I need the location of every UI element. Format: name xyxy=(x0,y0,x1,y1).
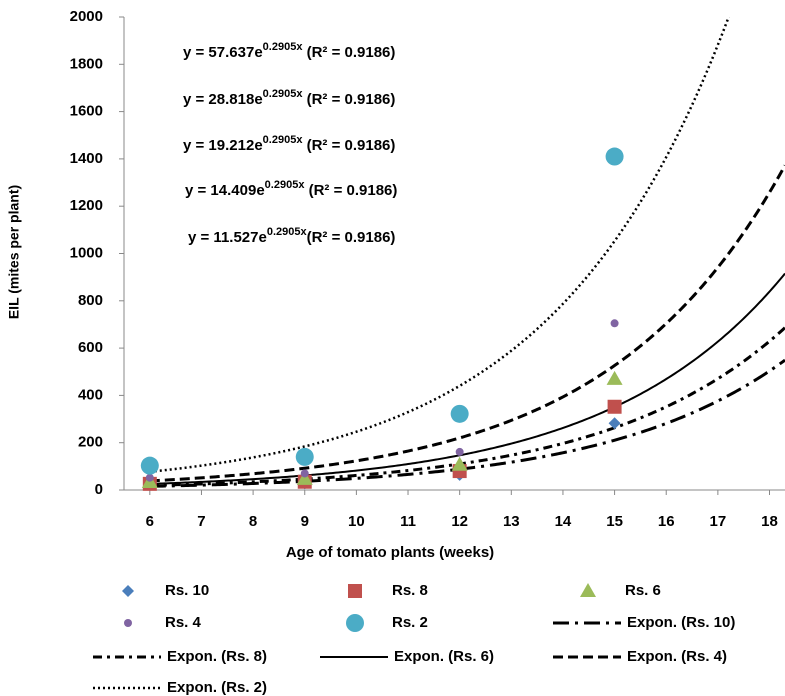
y-tick-label: 600 xyxy=(78,339,103,356)
x-tick-label: 6 xyxy=(146,513,154,530)
equation-r2: (R² = 0.9186) xyxy=(302,91,395,108)
y-axis-title: EIL (mites per plant) xyxy=(6,185,22,319)
equation-r2: (R² = 0.9186) xyxy=(302,137,395,154)
y-tick-label: 2000 xyxy=(70,8,103,25)
x-tick-label: 16 xyxy=(658,513,675,530)
equation: y = 28.818e0.2905x (R² = 0.9186) xyxy=(183,88,395,108)
x-tick-label: 11 xyxy=(400,513,416,530)
legend-label: Rs. 6 xyxy=(625,582,661,599)
point xyxy=(295,447,314,466)
trendline xyxy=(149,272,785,485)
point xyxy=(605,147,624,166)
y-tick-label: 1400 xyxy=(70,150,103,167)
x-tick-label: 10 xyxy=(348,513,365,530)
point xyxy=(607,399,622,414)
equation-r2: (R² = 0.9186) xyxy=(302,44,395,61)
legend-label: Rs. 4 xyxy=(165,614,202,631)
point xyxy=(450,404,469,423)
x-axis-title: Age of tomato plants (weeks) xyxy=(286,544,494,561)
legend-marker xyxy=(124,619,132,627)
y-tick-label: 800 xyxy=(78,292,103,309)
x-tick-label: 14 xyxy=(555,513,572,530)
point xyxy=(300,469,309,478)
equation-exponent: 0.2905x xyxy=(263,134,304,146)
legend-marker xyxy=(580,583,596,597)
equation-text: y = 14.409e xyxy=(185,182,265,199)
legend-label: Expon. (Rs. 8) xyxy=(167,648,267,665)
equation: y = 57.637e0.2905x (R² = 0.9186) xyxy=(183,41,395,61)
x-tick-label: 17 xyxy=(710,513,727,530)
x-tick-label: 15 xyxy=(606,513,623,530)
y-tick-label: 200 xyxy=(78,434,103,451)
equation: y = 14.409e0.2905x (R² = 0.9186) xyxy=(185,179,397,199)
point xyxy=(610,319,619,328)
trendline xyxy=(149,164,785,483)
y-tick-label: 400 xyxy=(78,386,103,403)
trendline xyxy=(149,326,785,487)
legend-label: Expon. (Rs. 4) xyxy=(627,648,727,665)
equation-r2: (R² = 0.9186) xyxy=(307,229,396,246)
legend-marker xyxy=(348,584,362,598)
y-tick-label: 1600 xyxy=(70,103,103,120)
equation-exponent: 0.2905x xyxy=(263,41,304,53)
y-tick-label: 1000 xyxy=(70,244,103,261)
trendline xyxy=(149,358,785,488)
legend-label: Expon. (Rs. 10) xyxy=(627,614,735,631)
legend-label: Rs. 10 xyxy=(165,582,209,599)
equation-exponent: 0.2905x xyxy=(265,179,306,191)
point xyxy=(451,456,468,471)
equation-text: y = 57.637e xyxy=(183,44,263,61)
equation-text: y = 28.818e xyxy=(183,91,263,108)
equation: y = 19.212e0.2905x (R² = 0.9186) xyxy=(183,134,395,154)
plot-area xyxy=(149,17,785,488)
point xyxy=(296,470,313,485)
legend-marker xyxy=(122,585,134,597)
x-tick-label: 18 xyxy=(761,513,778,530)
equation-exponent: 0.2905x xyxy=(263,88,304,100)
y-tick-label: 0 xyxy=(95,481,103,498)
point xyxy=(455,447,464,456)
y-tick-label: 1200 xyxy=(70,197,103,214)
x-tick-label: 13 xyxy=(503,513,520,530)
y-tick-label: 1800 xyxy=(70,55,103,72)
legend-label: Rs. 2 xyxy=(392,614,428,631)
legend-marker xyxy=(346,614,364,632)
legend-label: Rs. 8 xyxy=(392,582,428,599)
equation-r2: (R² = 0.9186) xyxy=(304,182,397,199)
equation-text: y = 11.527e xyxy=(188,229,267,246)
x-tick-label: 8 xyxy=(249,513,257,530)
x-tick-label: 9 xyxy=(301,513,309,530)
equation-exponent: 0.2905x xyxy=(267,226,308,238)
trendline xyxy=(149,17,730,474)
legend-label: Expon. (Rs. 2) xyxy=(167,679,267,696)
equation: y = 11.527e0.2905x(R² = 0.9186) xyxy=(188,226,395,246)
x-tick-label: 12 xyxy=(451,513,468,530)
point xyxy=(608,417,621,430)
equation-text: y = 19.212e xyxy=(183,137,263,154)
point xyxy=(145,473,154,482)
point xyxy=(140,456,159,475)
x-tick-label: 7 xyxy=(197,513,205,530)
point xyxy=(606,370,623,385)
legend-label: Expon. (Rs. 6) xyxy=(394,648,494,665)
